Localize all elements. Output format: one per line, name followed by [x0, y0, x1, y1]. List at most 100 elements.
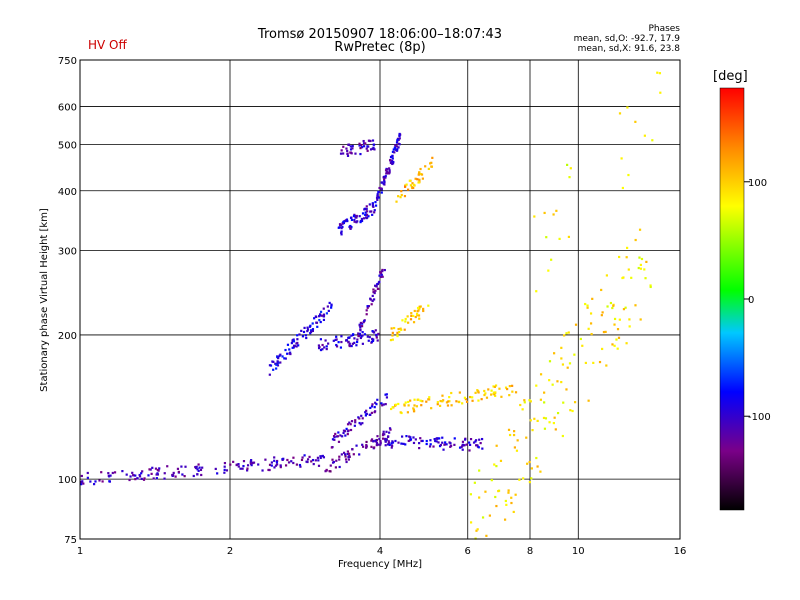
data-point [195, 465, 198, 468]
data-point [152, 477, 155, 480]
data-point [562, 401, 565, 404]
data-point [268, 463, 272, 466]
data-point [345, 427, 348, 430]
data-point [391, 154, 394, 157]
data-point [382, 432, 385, 436]
data-point [528, 460, 531, 464]
data-point [396, 331, 399, 334]
data-point [523, 401, 526, 404]
data-point [468, 441, 471, 444]
data-point [584, 302, 587, 306]
data-point [542, 416, 546, 420]
data-point [487, 388, 490, 391]
data-point [121, 470, 124, 473]
data-point [355, 444, 358, 447]
data-point [223, 465, 226, 468]
data-point [447, 400, 450, 403]
data-point [377, 332, 380, 336]
data-point [349, 151, 352, 154]
data-point [376, 287, 380, 291]
data-point [374, 289, 377, 292]
data-point [530, 467, 533, 470]
data-point [420, 439, 423, 443]
data-point [350, 420, 354, 423]
data-point [366, 306, 369, 309]
data-point [419, 437, 422, 440]
data-point [360, 144, 363, 147]
data-point [299, 465, 302, 468]
data-point [373, 406, 376, 409]
data-point [199, 468, 203, 472]
data-point [618, 318, 621, 321]
data-point [469, 493, 472, 496]
data-point [174, 475, 177, 478]
data-point [461, 440, 465, 443]
data-point [335, 459, 338, 462]
data-point [414, 438, 417, 441]
data-point [274, 464, 278, 467]
data-point [147, 474, 150, 477]
data-point [376, 198, 379, 201]
data-point [321, 454, 324, 458]
data-point [358, 421, 361, 425]
data-point [223, 461, 227, 465]
data-point [476, 444, 479, 447]
data-point [158, 467, 161, 470]
data-point [561, 363, 565, 366]
data-point [268, 468, 271, 472]
data-point [391, 334, 394, 337]
data-point [615, 338, 618, 341]
data-point [617, 336, 621, 339]
data-point [395, 145, 399, 148]
data-point [388, 167, 391, 170]
data-point [156, 472, 159, 475]
data-point [492, 385, 495, 388]
data-point [413, 404, 416, 407]
data-point [385, 438, 388, 441]
data-point [413, 398, 416, 401]
data-point [441, 436, 444, 439]
data-point [415, 405, 418, 408]
data-point [376, 398, 379, 401]
data-point [535, 456, 538, 460]
data-point [360, 219, 364, 223]
data-point [602, 330, 606, 334]
data-point [398, 143, 401, 146]
data-point [216, 472, 219, 475]
data-point [589, 322, 593, 325]
data-point [556, 411, 560, 415]
data-point [149, 468, 152, 471]
data-point [107, 472, 110, 475]
data-point [365, 412, 368, 416]
data-point [477, 391, 480, 394]
data-point [421, 177, 424, 180]
data-point [393, 326, 396, 330]
data-point [381, 404, 384, 407]
data-point [419, 399, 422, 402]
data-point [601, 347, 604, 351]
data-point [311, 322, 314, 325]
data-point [591, 297, 594, 300]
data-point [373, 211, 376, 214]
data-point [374, 329, 377, 332]
data-point [387, 441, 391, 444]
data-point [292, 456, 295, 459]
data-point [250, 464, 253, 467]
data-point [365, 205, 368, 208]
data-point [384, 176, 387, 179]
data-point [107, 474, 110, 477]
data-point [371, 147, 374, 150]
data-point [381, 437, 385, 440]
data-point [560, 357, 563, 360]
data-point [303, 326, 306, 330]
data-point [399, 196, 402, 199]
data-point [379, 443, 382, 446]
data-point [86, 471, 89, 475]
data-point [369, 298, 372, 301]
data-point [481, 447, 484, 450]
data-point [156, 473, 160, 476]
data-point [412, 321, 416, 324]
data-point [427, 398, 430, 401]
data-point [539, 373, 543, 376]
data-point [561, 434, 564, 438]
